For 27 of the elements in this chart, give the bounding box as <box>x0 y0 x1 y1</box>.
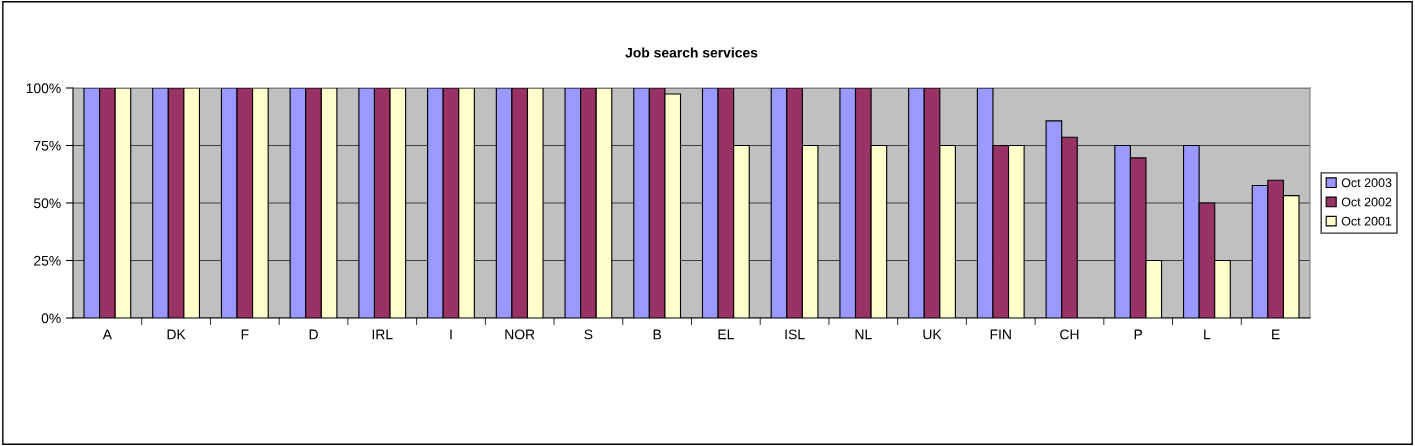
x-tick-label: UK <box>923 329 942 340</box>
x-tick-label: F <box>241 329 249 340</box>
x-tick-label: IRL <box>372 329 393 340</box>
legend-label: Oct 2001 <box>1341 216 1392 226</box>
y-tick-label: 0% <box>41 313 61 324</box>
y-tick-label: 25% <box>34 255 61 266</box>
x-tick-label: EL <box>718 329 734 340</box>
x-tick-label: CH <box>1060 329 1079 340</box>
x-tick-label: DK <box>167 329 186 340</box>
legend-label: Oct 2003 <box>1341 178 1392 188</box>
x-tick-label: S <box>584 329 593 340</box>
x-tick-label: NL <box>855 329 872 340</box>
y-tick-label: 50% <box>33 198 61 209</box>
x-tick-label: A <box>102 329 112 340</box>
x-tick-label: D <box>309 329 318 340</box>
x-tick-label: P <box>1134 329 1143 340</box>
y-tick-label: 100% <box>26 83 61 94</box>
legend-label: Oct 2002 <box>1341 197 1392 207</box>
x-tick-label: NOR <box>505 329 535 340</box>
y-tick-label: 75% <box>34 140 61 151</box>
x-tick-label: ISL <box>785 329 805 340</box>
x-tick-label: I <box>450 329 452 340</box>
chart-title: Job search services <box>625 47 758 58</box>
x-tick-label: L <box>1204 329 1211 340</box>
x-tick-label: E <box>1272 329 1280 340</box>
x-tick-label: B <box>653 329 662 340</box>
x-tick-label: FIN <box>990 329 1011 340</box>
